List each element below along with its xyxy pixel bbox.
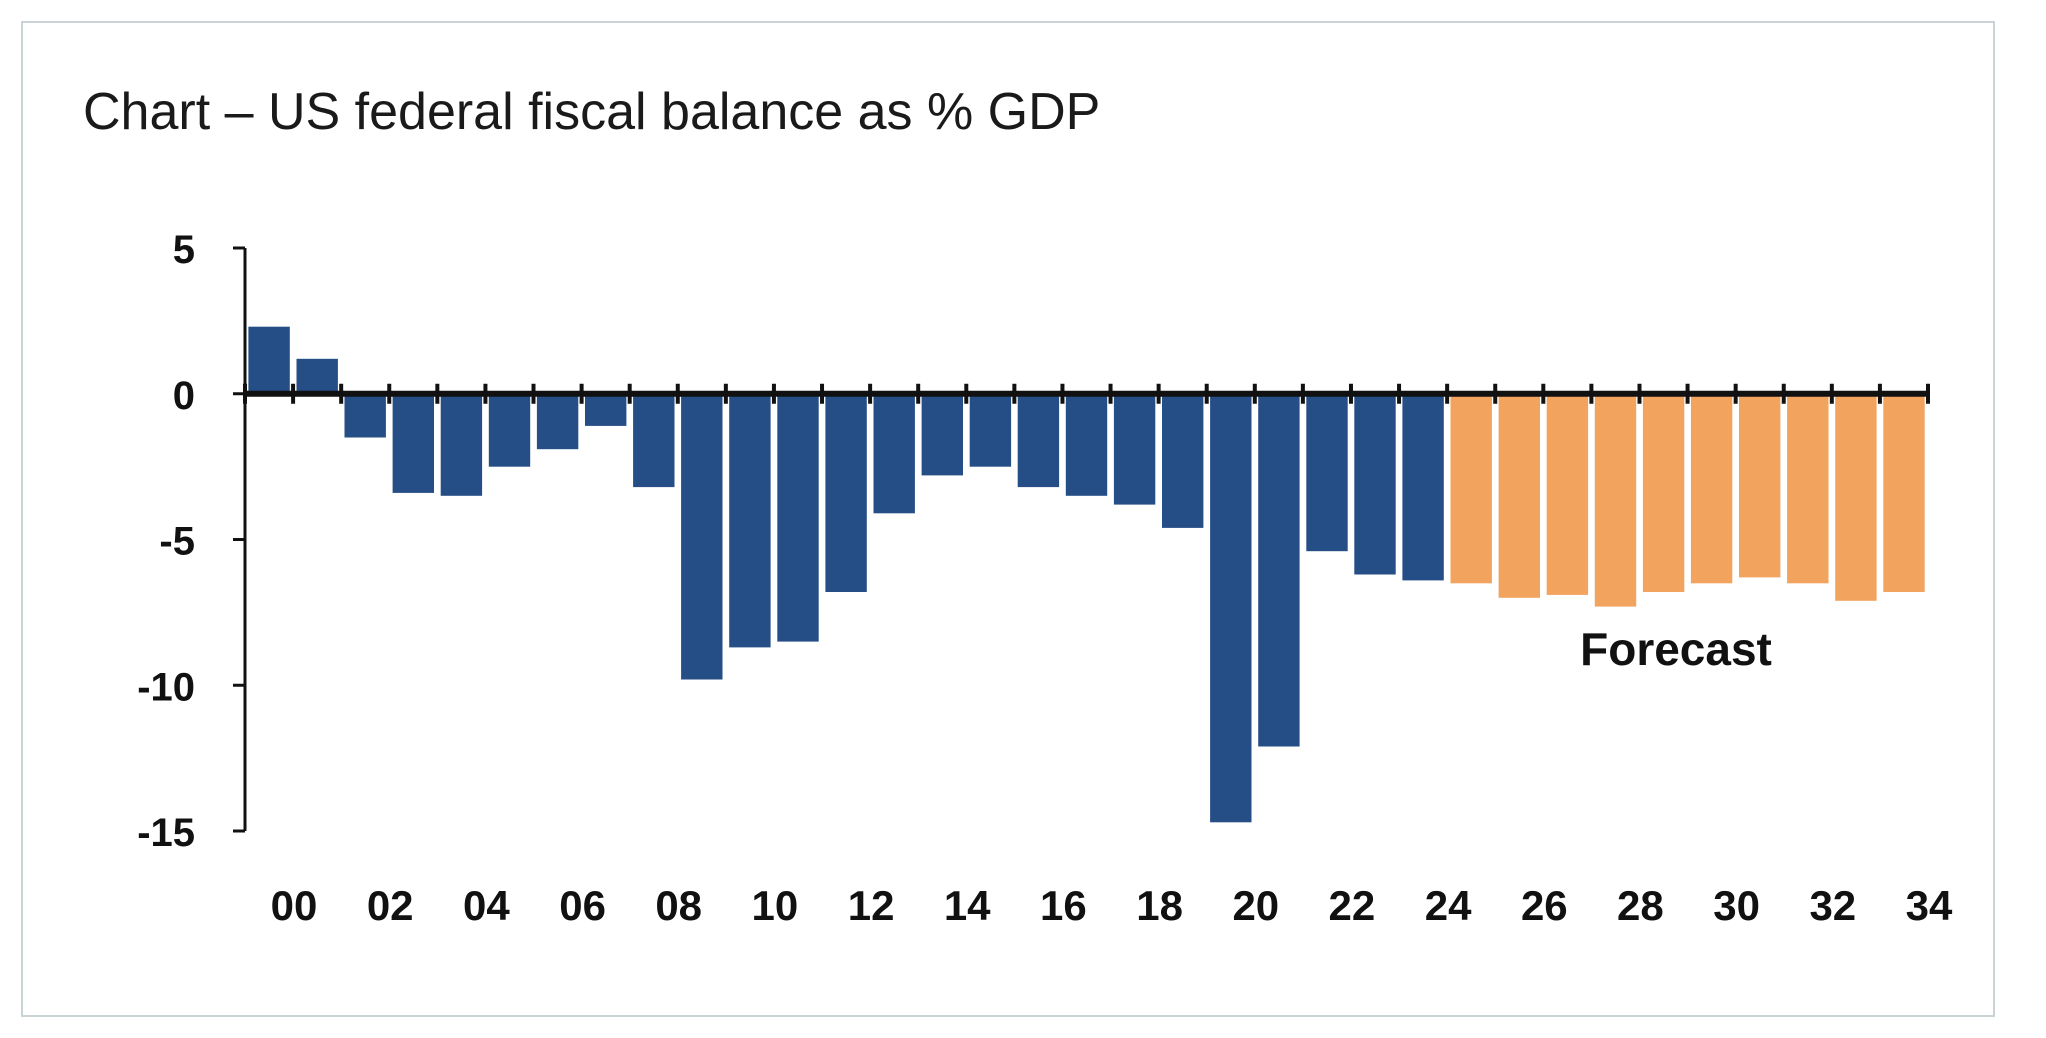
y-tick-label-1: 0 (173, 374, 195, 418)
x-tick-label-14: 14 (944, 882, 991, 929)
bar-actual-17 (1065, 393, 1108, 496)
bar-actual-09 (681, 393, 723, 680)
chart-title: Chart – US federal fiscal balance as % G… (83, 83, 1101, 141)
bar-actual-02 (344, 393, 386, 438)
x-tick-label-20: 20 (1232, 882, 1279, 929)
bar-actual-23 (1354, 393, 1396, 575)
bar-actual-19 (1162, 393, 1204, 528)
bar-forecast-29 (1642, 393, 1685, 592)
bar-actual-03 (392, 393, 434, 493)
forecast-annotation: Forecast (1580, 623, 1772, 675)
y-tick-label-0: 5 (173, 228, 195, 272)
y-tick-label-4: -15 (137, 811, 195, 855)
x-tick-label-28: 28 (1617, 882, 1664, 929)
x-tick-label-34: 34 (1906, 882, 1953, 929)
bar-actual-01 (296, 358, 338, 394)
x-tick-label-26: 26 (1521, 882, 1568, 929)
bar-forecast-33 (1835, 393, 1877, 601)
bar-actual-12 (825, 393, 867, 592)
bar-actual-21 (1258, 393, 1300, 747)
x-tick-label-30: 30 (1713, 882, 1760, 929)
bar-forecast-25 (1450, 393, 1492, 584)
bar-forecast-30 (1690, 393, 1733, 584)
x-tick-label-24: 24 (1425, 882, 1472, 929)
bar-actual-05 (488, 393, 531, 467)
axes-group (233, 246, 1930, 833)
bar-forecast-31 (1739, 393, 1781, 578)
y-tick-label-3: -10 (137, 665, 195, 709)
bar-forecast-32 (1787, 393, 1829, 584)
bar-actual-13 (873, 393, 915, 514)
bar-actual-11 (777, 393, 819, 642)
x-tick-label-32: 32 (1809, 882, 1856, 929)
x-tick-label-18: 18 (1136, 882, 1183, 929)
bar-forecast-28 (1594, 393, 1637, 607)
bar-actual-04 (440, 393, 483, 496)
x-tick-label-12: 12 (848, 882, 895, 929)
x-tick-label-02: 02 (367, 882, 414, 929)
bar-forecast-26 (1498, 393, 1540, 598)
bar-actual-24 (1402, 393, 1444, 581)
bar-actual-16 (1017, 393, 1060, 488)
bar-actual-10 (729, 393, 771, 648)
bar-forecast-27 (1546, 393, 1589, 595)
bar-actual-22 (1306, 393, 1348, 552)
bar-forecast-34 (1883, 393, 1925, 592)
bar-actual-15 (969, 393, 1012, 467)
x-tick-label-08: 08 (655, 882, 702, 929)
labels-group: 5 0 -5 -10 -15 00 02 04 06 08 10 12 14 16 18 20 22 24 26 28… (137, 228, 1953, 929)
y-tick-label-2: -5 (159, 520, 195, 564)
x-tick-label-00: 00 (271, 882, 318, 929)
bar-actual-00 (248, 326, 290, 394)
x-tick-label-06: 06 (559, 882, 606, 929)
bar-actual-20 (1210, 393, 1252, 823)
x-tick-label-10: 10 (752, 882, 799, 929)
bar-actual-07 (585, 393, 627, 426)
x-tick-label-16: 16 (1040, 882, 1087, 929)
bar-actual-06 (536, 393, 579, 450)
bar-actual-18 (1113, 393, 1156, 505)
x-tick-label-22: 22 (1329, 882, 1376, 929)
bar-actual-08 (633, 393, 675, 488)
bars-group (248, 326, 1925, 823)
bar-actual-14 (921, 393, 963, 476)
x-tick-label-04: 04 (463, 882, 510, 929)
